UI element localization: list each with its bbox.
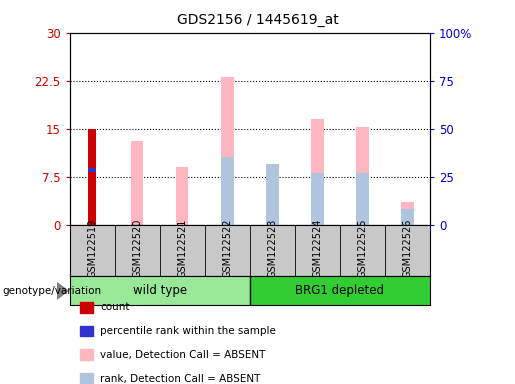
Text: GSM122522: GSM122522 xyxy=(222,218,232,278)
Bar xyxy=(266,164,279,225)
Text: GSM122519: GSM122519 xyxy=(87,218,97,278)
Text: value, Detection Call = ABSENT: value, Detection Call = ABSENT xyxy=(100,350,266,360)
Text: GSM122521: GSM122521 xyxy=(177,218,187,278)
Bar xyxy=(221,157,234,225)
Bar xyxy=(88,129,96,225)
Text: genotype/variation: genotype/variation xyxy=(3,286,101,296)
Text: count: count xyxy=(100,302,130,312)
Bar xyxy=(401,202,414,225)
Text: GSM122526: GSM122526 xyxy=(403,218,413,278)
Text: BRG1 depleted: BRG1 depleted xyxy=(296,285,384,297)
Bar xyxy=(401,209,414,225)
Bar xyxy=(356,127,369,225)
Text: GSM122523: GSM122523 xyxy=(267,218,277,278)
Text: GSM122524: GSM122524 xyxy=(313,218,322,278)
Bar xyxy=(88,168,96,172)
Text: GSM122520: GSM122520 xyxy=(132,218,142,278)
Text: GSM122525: GSM122525 xyxy=(357,218,367,278)
Text: wild type: wild type xyxy=(132,285,187,297)
Polygon shape xyxy=(57,283,68,300)
Bar xyxy=(131,141,143,225)
Text: GDS2156 / 1445619_at: GDS2156 / 1445619_at xyxy=(177,13,338,27)
Bar xyxy=(311,119,323,225)
Bar xyxy=(221,78,234,225)
Bar xyxy=(311,174,323,225)
Text: rank, Detection Call = ABSENT: rank, Detection Call = ABSENT xyxy=(100,374,261,384)
Text: percentile rank within the sample: percentile rank within the sample xyxy=(100,326,277,336)
Bar xyxy=(176,167,188,225)
Bar xyxy=(356,174,369,225)
